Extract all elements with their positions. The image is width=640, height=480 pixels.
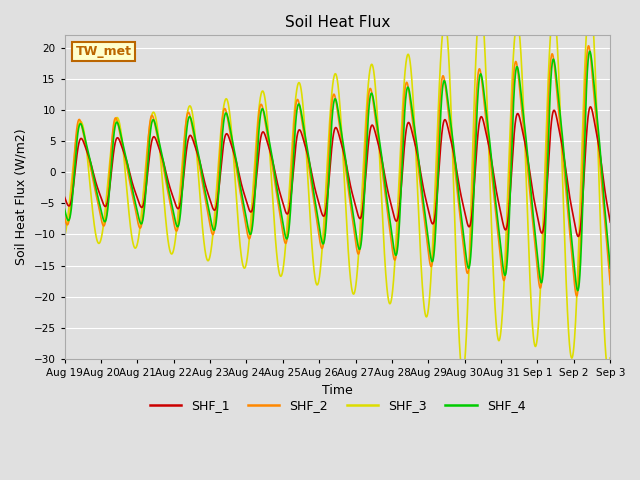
SHF_2 (61, 214, 68, 220)
SHF_1 (156, 146, 163, 152)
SHF_4 (537, 279, 545, 285)
SHF_3 (459, 371, 467, 377)
SHF_2 (573, 293, 580, 299)
SHF_4 (596, 144, 604, 149)
SHF_2 (156, 144, 163, 149)
SHF_1 (61, 194, 68, 200)
SHF_4 (123, 158, 131, 164)
SHF_4 (61, 206, 68, 212)
SHF_4 (607, 265, 614, 271)
SHF_1 (607, 219, 614, 225)
SHF_4 (270, 165, 278, 170)
SHF_1 (270, 163, 278, 169)
SHF_3 (156, 141, 163, 147)
Line: SHF_2: SHF_2 (65, 46, 611, 296)
SHF_2 (537, 285, 545, 290)
SHF_3 (596, 206, 604, 212)
SHF_1 (574, 234, 582, 240)
SHF_1 (587, 104, 595, 110)
Line: SHF_4: SHF_4 (65, 51, 611, 290)
SHF_3 (586, 0, 594, 2)
SHF_3 (123, 187, 131, 192)
SHF_3 (61, 234, 68, 240)
Legend: SHF_1, SHF_2, SHF_3, SHF_4: SHF_1, SHF_2, SHF_3, SHF_4 (145, 395, 531, 418)
X-axis label: Time: Time (322, 384, 353, 396)
Line: SHF_3: SHF_3 (65, 0, 611, 374)
SHF_4 (294, 104, 301, 110)
SHF_3 (537, 274, 545, 279)
SHF_4 (574, 288, 582, 293)
Y-axis label: Soil Heat Flux (W/m2): Soil Heat Flux (W/m2) (15, 129, 28, 265)
Line: SHF_1: SHF_1 (65, 107, 611, 237)
SHF_4 (156, 139, 163, 145)
SHF_2 (596, 158, 604, 164)
SHF_2 (607, 282, 614, 288)
SHF_1 (123, 158, 131, 164)
SHF_2 (294, 96, 301, 102)
SHF_2 (585, 43, 593, 48)
SHF_2 (123, 164, 131, 169)
SHF_4 (586, 48, 593, 54)
SHF_1 (537, 228, 545, 234)
SHF_2 (270, 173, 278, 179)
Title: Soil Heat Flux: Soil Heat Flux (285, 15, 390, 30)
SHF_3 (607, 355, 614, 361)
SHF_3 (294, 83, 301, 89)
SHF_1 (596, 150, 604, 156)
SHF_3 (270, 214, 278, 219)
Text: TW_met: TW_met (76, 45, 131, 58)
SHF_1 (294, 131, 301, 137)
